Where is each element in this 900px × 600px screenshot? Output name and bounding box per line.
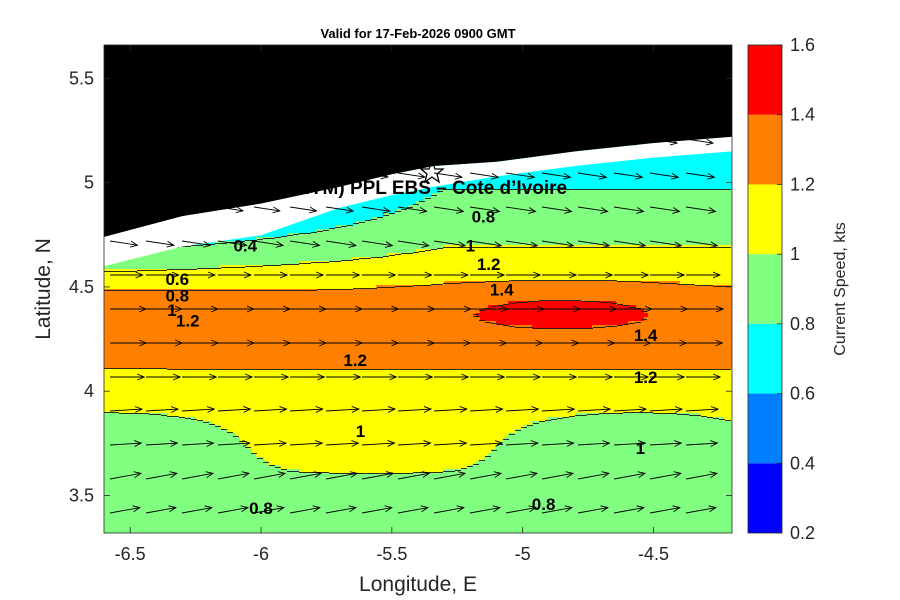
y-tick-label: 4 (84, 381, 94, 401)
colorbar-swatch (748, 323, 782, 394)
no-data-region (104, 136, 732, 267)
colorbar-tick-label: 1.4 (790, 105, 815, 125)
contour-label: 1 (636, 439, 645, 458)
star-marker-icon (419, 159, 445, 184)
colorbar-frame (747, 44, 783, 534)
location-annotation: A (ONHYM) PPL EBS – Cote d’Ivoire (243, 178, 567, 199)
x-tick-label: -5 (515, 544, 531, 564)
colorbar-tick-label: 0.6 (790, 384, 815, 404)
contour-label: 1.4 (490, 280, 514, 299)
contour-label: 0.8 (472, 207, 496, 226)
colorbar-tick-label: 0.8 (790, 314, 815, 334)
colorbar-tick-label: 1 (790, 244, 800, 264)
x-tick-label: -5.5 (376, 544, 407, 564)
colorbar: 0.2 0.4 0.6 0.8 1 1.2 1.4 1.6 (747, 35, 815, 543)
y-axis-label: Latitude, N (32, 238, 55, 340)
colorbar-swatch (748, 463, 782, 533)
x-tick-label: -6.5 (115, 544, 146, 564)
contour-label: 0.6 (165, 270, 189, 289)
colorbar-swatch (748, 393, 782, 464)
contour-label: 1.4 (634, 326, 658, 345)
colorbar-swatch (748, 184, 782, 255)
colorbar-tick-label: 0.4 (790, 453, 815, 473)
colorbar-swatch (748, 114, 782, 185)
x-axis-ticks: -6.5 -6 -5.5 -5 -4.5 (115, 45, 669, 564)
y-tick-label: 3.5 (69, 485, 94, 505)
contour-label: 0.8 (165, 287, 189, 306)
colorbar-tick-label: 1.6 (790, 35, 815, 55)
contour-label: 1.2 (176, 312, 200, 331)
contour-label: 0.8 (249, 499, 273, 518)
colorbar-tick-label: 1.2 (790, 174, 815, 194)
contour-label: 1.2 (343, 351, 367, 370)
contour-label: 1 (356, 422, 365, 441)
contour-label: 1.2 (634, 368, 658, 387)
colorbar-tick-label: 0.2 (790, 523, 815, 543)
current-vectors (109, 105, 723, 514)
contour-label: 0.8 (532, 495, 556, 514)
y-tick-label: 5 (84, 173, 94, 193)
chart-title: Valid for 17-Feb-2026 0900 GMT (320, 26, 515, 41)
contour-label: 1 (167, 301, 176, 320)
plot-frame (103, 44, 733, 534)
y-tick-label: 5.5 (69, 68, 94, 88)
colorbar-swatch (748, 254, 782, 324)
y-tick-label: 4.5 (69, 277, 94, 297)
contour-label: 1 (466, 236, 475, 255)
colorbar-label: Current Speed, kts (832, 222, 849, 355)
y-axis-ticks: 3.5 4 4.5 5 5.5 (69, 68, 732, 505)
x-axis-label: Longitude, E (359, 573, 477, 596)
colorbar-swatch (748, 45, 782, 115)
x-tick-label: -4.5 (638, 544, 669, 564)
contour-label: 1.2 (477, 255, 501, 274)
contour-label: 0.4 (233, 236, 257, 255)
x-tick-label: -6 (253, 544, 269, 564)
